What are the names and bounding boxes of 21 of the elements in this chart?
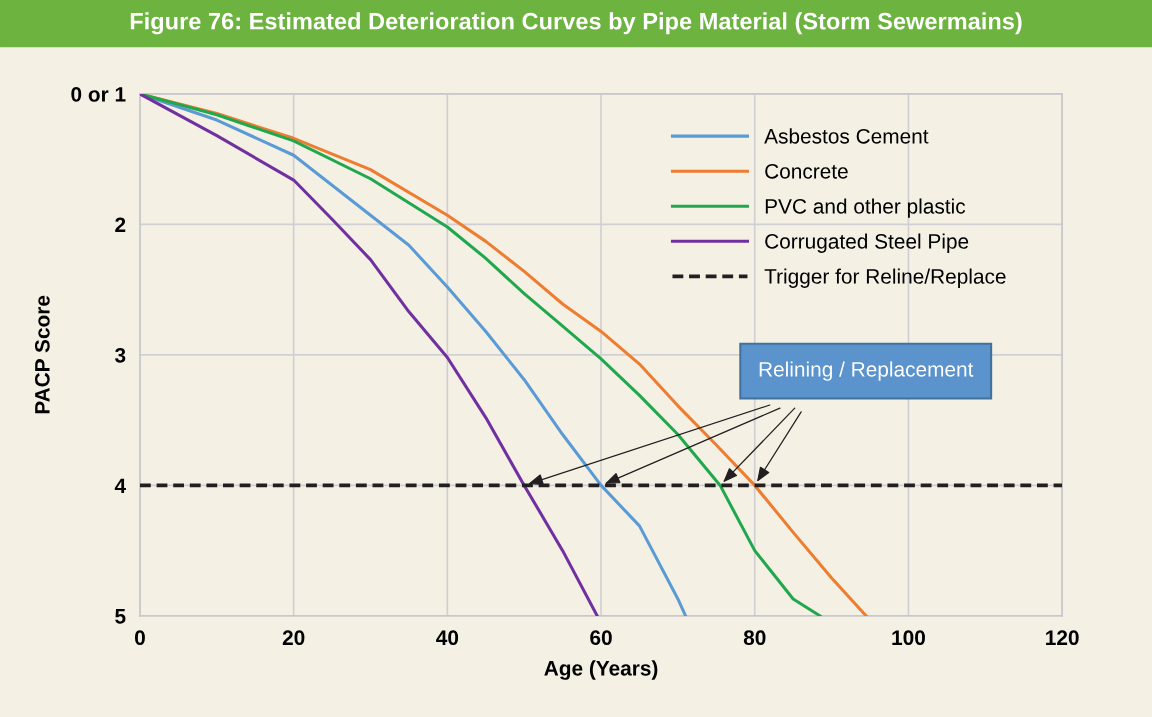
y-tick-label: 4 (114, 478, 126, 493)
x-tick-label: 100 (892, 630, 925, 646)
x-axis-title: Age (Years) (544, 660, 658, 680)
legend-label: Corrugated Steel Pipe (765, 233, 969, 253)
x-tick-label: 20 (282, 630, 305, 646)
x-tick-label: 80 (743, 630, 766, 646)
y-tick-label: 5 (115, 609, 126, 624)
legend-label: Trigger for Reline/Replace (764, 268, 1006, 288)
x-tick-label: 120 (1046, 630, 1079, 646)
x-tick-label: 60 (590, 630, 612, 646)
legend-label: Concrete (765, 163, 848, 179)
x-tick-label: 0 (135, 630, 145, 646)
annotation: Relining / Replacement (759, 361, 974, 381)
chart-title: Figure 76: Estimated Deterioration Curves by Pipe Material (Storm Sewermains) (130, 12, 1022, 35)
x-tick-label: 40 (436, 630, 459, 646)
legend-label: PVC and other plastic (765, 198, 966, 218)
legend-label: Asbestos Cement (764, 128, 929, 144)
y-tick-label: 2 (115, 217, 126, 232)
y-axis-title: PACP Score (34, 295, 50, 414)
y-tick-label: 3 (114, 347, 126, 363)
y-tick-label: 0 or 1 (71, 86, 126, 102)
